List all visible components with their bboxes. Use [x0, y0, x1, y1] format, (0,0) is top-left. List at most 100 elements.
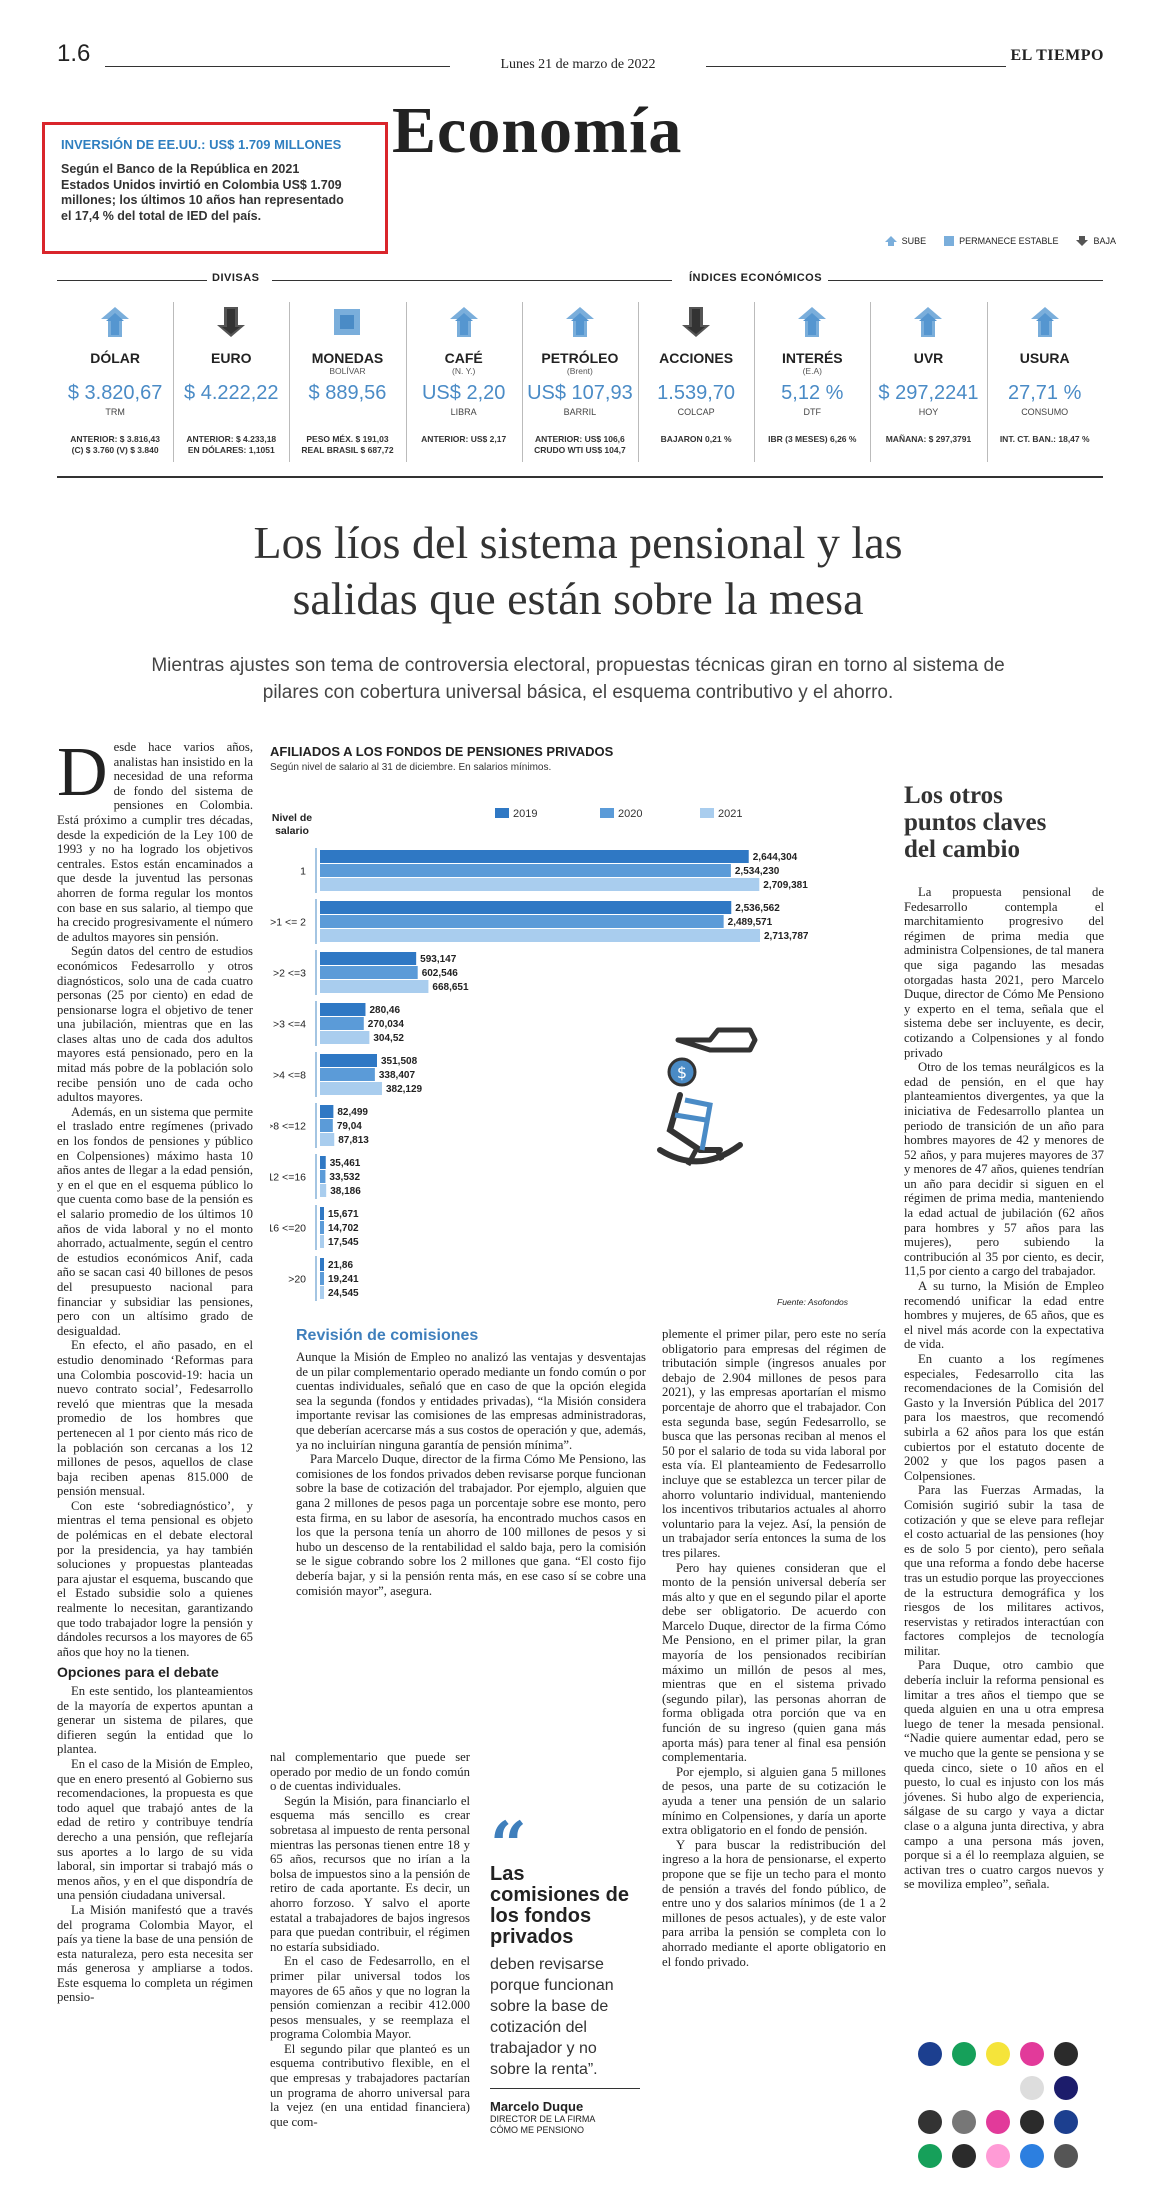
indicator-value: 1.539,70 — [657, 382, 736, 404]
indicator-footnote: MAÑANA: $ 297,3791 — [885, 434, 972, 444]
indicator-divider — [405, 302, 407, 462]
indicator-acciones: ACCIONES 1.539,70 COLCAP BAJARON 0,21 % — [638, 302, 754, 464]
category-label: >8 <=12 — [270, 1121, 306, 1133]
indicator-bottom-rule — [57, 476, 1103, 478]
bar-2021 — [320, 1286, 324, 1299]
indicator-unit: LIBRA — [450, 407, 477, 417]
bar-2021 — [320, 1133, 335, 1146]
bar-value-label: 15,671 — [328, 1209, 359, 1220]
bar-value-label: 593,147 — [420, 954, 457, 965]
bar-2019 — [320, 1207, 324, 1220]
indicator-unit: CONSUMO — [1021, 407, 1069, 417]
trend-down-icon — [173, 302, 289, 342]
bar-value-label: 2,709,381 — [763, 880, 808, 891]
bar-2019 — [320, 1258, 324, 1271]
indicator-divider — [173, 302, 175, 462]
drop-cap: D — [57, 734, 108, 811]
indicator-euro: EURO $ 4.222,22 ANTERIOR: $ 4.233,18 EN D… — [173, 302, 289, 464]
indicator-value: 5,12 % — [781, 382, 844, 404]
article-column-2: Aunque la Misión de Empleo no analizó la… — [296, 1350, 646, 1598]
article-deck: Mientras ajustes son tema de controversi… — [151, 655, 1005, 703]
group-divisas: DIVISAS — [212, 272, 260, 284]
indicator-unit: TRM — [105, 407, 125, 417]
indicator-name: UVR — [913, 350, 944, 366]
trend-up-icon — [522, 302, 638, 342]
bar-value-label: 2,644,304 — [753, 852, 798, 863]
bar-2020 — [320, 966, 418, 979]
indicator-divider — [289, 302, 291, 462]
legend-label-2019: 2019 — [513, 808, 537, 820]
indicator-subtitle — [57, 366, 173, 376]
header-rule-right — [706, 66, 1006, 67]
bar-2019 — [320, 1156, 326, 1169]
indicator-interés: INTERÉS (E.A) 5,12 % DTF IBR (3 MESES) 6,26 … — [754, 302, 870, 464]
registration-dot — [1020, 2042, 1044, 2066]
indicator-footnote: BAJARON 0,21 % — [660, 434, 732, 444]
bar-2019 — [320, 1054, 377, 1067]
stable-square-icon — [944, 236, 955, 246]
bar-2020 — [320, 1119, 333, 1132]
indicator-value: $ 889,56 — [308, 382, 387, 404]
bar-value-label: 19,241 — [328, 1274, 359, 1285]
page-number: 1.6 — [57, 40, 91, 67]
up-arrow-icon — [884, 236, 897, 246]
indicator-value: US$ 107,93 — [527, 382, 633, 404]
legend-swatch-2019 — [495, 808, 509, 818]
quote-mark-icon: “ — [490, 1808, 527, 1883]
indicator-value: 27,71 % — [1007, 382, 1082, 404]
bar-value-label: 304,52 — [373, 1033, 404, 1044]
registration-dot — [918, 2144, 942, 2168]
indicator-uvr: UVR $ 297,2241 HOY MAÑANA: $ 297,3791 — [870, 302, 986, 464]
legend-label-2021: 2021 — [718, 808, 742, 820]
trend-up-icon — [987, 302, 1103, 342]
quote-body: deben revisarse porque funcionan sobre l… — [490, 1956, 614, 2078]
article-column-1: D esde hace varios años, analistas han i… — [57, 734, 253, 2005]
indicator-footnote: ANTERIOR: US$ 106,6 CRUDO WTI US$ 104,7 — [534, 434, 626, 455]
category-label: >16 <=20 — [270, 1223, 306, 1235]
legend-swatch-2021 — [700, 808, 714, 818]
category-label: >4 <=8 — [273, 1070, 306, 1082]
bar-value-label: 382,129 — [386, 1084, 423, 1095]
trend-up-icon — [57, 302, 173, 342]
bar-2020 — [320, 864, 731, 877]
callout-title: INVERSIÓN DE EE.UU.: US$ 1.709 MILLONES — [61, 137, 342, 152]
indicator-unit: HOY — [918, 407, 939, 417]
rule-mid — [272, 280, 672, 281]
trend-stable-icon — [289, 302, 405, 342]
bar-2021 — [320, 1031, 370, 1044]
category-label: 1 — [300, 866, 306, 878]
indicator-unit: DTF — [803, 407, 822, 417]
registration-dot — [1054, 2144, 1078, 2168]
indicator-name: PETRÓLEO — [541, 350, 619, 366]
indicator-name: EURO — [211, 350, 252, 366]
group-indices: ÍNDICES ECONÓMICOS — [689, 272, 823, 284]
bar-value-label: 38,186 — [330, 1186, 361, 1197]
article-headline: Los líos del sistema pensional y las sal… — [253, 517, 903, 624]
newspaper-brand: EL TIEMPO — [1010, 47, 1104, 64]
bar-value-label: 280,46 — [369, 1005, 400, 1016]
bar-value-label: 2,489,571 — [728, 917, 773, 928]
bar-value-label: 270,034 — [368, 1019, 405, 1030]
indicator-name: CAFÉ — [444, 350, 483, 366]
indicator-subtitle — [987, 366, 1103, 376]
bar-2019 — [320, 901, 732, 914]
category-axis-label-1: Nivel de — [272, 812, 312, 824]
indicator-footnote: ANTERIOR: US$ 2,17 — [421, 434, 507, 444]
indicator-subtitle — [173, 366, 289, 376]
registration-dot — [986, 2042, 1010, 2066]
indicator-value: $ 3.820,67 — [67, 382, 163, 404]
callout-box: INVERSIÓN DE EE.UU.: US$ 1.709 MILLONES … — [42, 122, 388, 254]
bar-value-label: 351,508 — [381, 1056, 418, 1067]
bar-value-label: 21,86 — [328, 1260, 353, 1271]
bar-value-label: 87,813 — [338, 1135, 369, 1146]
sidebar-title: Los otros puntos claves del cambio — [904, 782, 1047, 863]
chart-title: AFILIADOS A LOS FONDOS DE PENSIONES PRIV… — [270, 744, 614, 759]
indicator-unit — [289, 407, 405, 417]
registration-dot — [1054, 2110, 1078, 2134]
bar-2019 — [320, 952, 417, 965]
bar-value-label: 79,04 — [337, 1121, 362, 1132]
bar-2021 — [320, 1184, 327, 1197]
chart-source: Fuente: Asofondos — [777, 1297, 849, 1307]
indicator-divider — [986, 302, 988, 462]
bar-2019 — [320, 1105, 334, 1118]
